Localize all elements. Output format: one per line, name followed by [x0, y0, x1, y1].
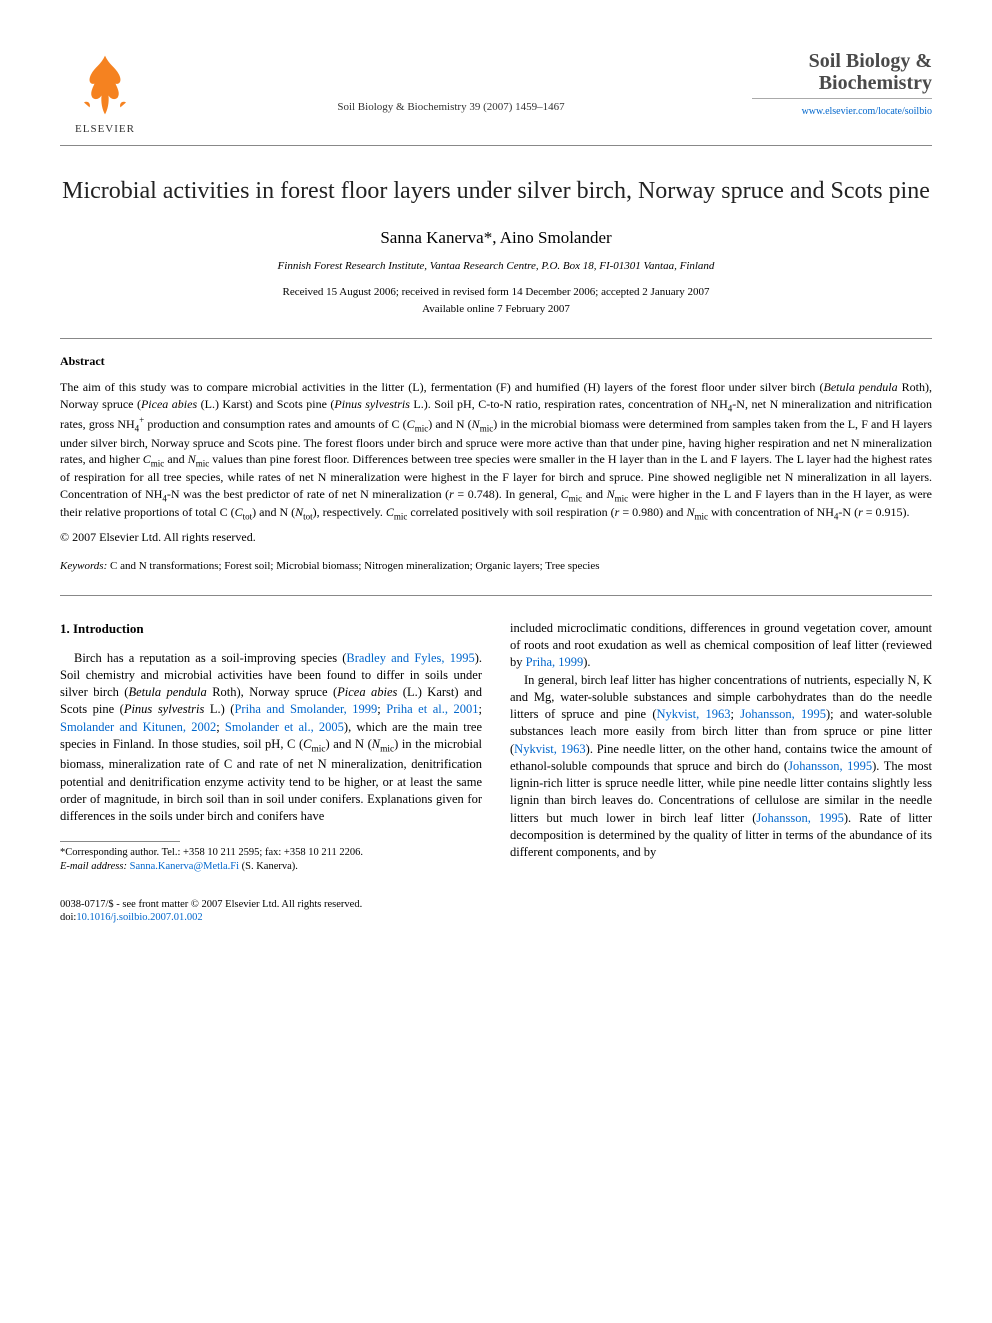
author-email-link[interactable]: Sanna.Kanerva@Metla.Fi: [127, 861, 239, 872]
journal-logo-rule: [752, 98, 932, 99]
doi-label: doi:: [60, 912, 76, 923]
authors: Sanna Kanerva*, Aino Smolander: [60, 226, 932, 250]
journal-logo-line2: Biochemistry: [752, 72, 932, 94]
publisher-logo-block: ELSEVIER: [60, 50, 150, 137]
keywords-label: Keywords:: [60, 560, 107, 572]
dates-received: Received 15 August 2006; received in rev…: [60, 285, 932, 300]
column-right: included microclimatic conditions, diffe…: [510, 620, 932, 925]
keywords-text: C and N transformations; Forest soil; Mi…: [107, 560, 599, 572]
journal-reference: Soil Biology & Biochemistry 39 (2007) 14…: [150, 50, 752, 115]
doi-line: doi:10.1016/j.soilbio.2007.01.002: [60, 911, 482, 925]
keywords-line: Keywords: C and N transformations; Fores…: [60, 559, 932, 574]
intro-para-1-cont: included microclimatic conditions, diffe…: [510, 620, 932, 672]
front-matter-block: 0038-0717/$ - see front matter © 2007 El…: [60, 898, 482, 925]
issn-line: 0038-0717/$ - see front matter © 2007 El…: [60, 898, 482, 912]
journal-logo-line1: Soil Biology &: [752, 50, 932, 72]
abstract-heading: Abstract: [60, 353, 932, 370]
publisher-name: ELSEVIER: [75, 122, 135, 137]
header-rule: [60, 145, 932, 146]
journal-url-link[interactable]: www.elsevier.com/locate/soilbio: [802, 106, 932, 117]
abstract-copyright: © 2007 Elsevier Ltd. All rights reserved…: [60, 529, 932, 546]
intro-para-2: In general, birch leaf litter has higher…: [510, 672, 932, 862]
intro-para-1: Birch has a reputation as a soil-improvi…: [60, 650, 482, 826]
dates-online: Available online 7 February 2007: [60, 302, 932, 317]
affiliation: Finnish Forest Research Institute, Vanta…: [60, 259, 932, 274]
abstract-body: The aim of this study was to compare mic…: [60, 379, 932, 522]
doi-link[interactable]: 10.1016/j.soilbio.2007.01.002: [76, 912, 202, 923]
header-row: ELSEVIER Soil Biology & Biochemistry 39 …: [60, 50, 932, 137]
section-heading-introduction: 1. Introduction: [60, 620, 482, 638]
footnote-rule: [60, 841, 180, 842]
journal-logo-block: Soil Biology & Biochemistry www.elsevier…: [752, 50, 932, 119]
email-footnote: E-mail address: Sanna.Kanerva@Metla.Fi (…: [60, 860, 482, 874]
email-tail: (S. Kanerva).: [239, 861, 298, 872]
email-label: E-mail address:: [60, 861, 127, 872]
abstract-top-rule: [60, 338, 932, 339]
article-title: Microbial activities in forest floor lay…: [60, 176, 932, 207]
corresponding-author-footnote: *Corresponding author. Tel.: +358 10 211…: [60, 846, 482, 860]
body-columns: 1. Introduction Birch has a reputation a…: [60, 620, 932, 925]
abstract-bottom-rule: [60, 595, 932, 596]
column-left: 1. Introduction Birch has a reputation a…: [60, 620, 482, 925]
elsevier-tree-icon: [70, 50, 140, 120]
